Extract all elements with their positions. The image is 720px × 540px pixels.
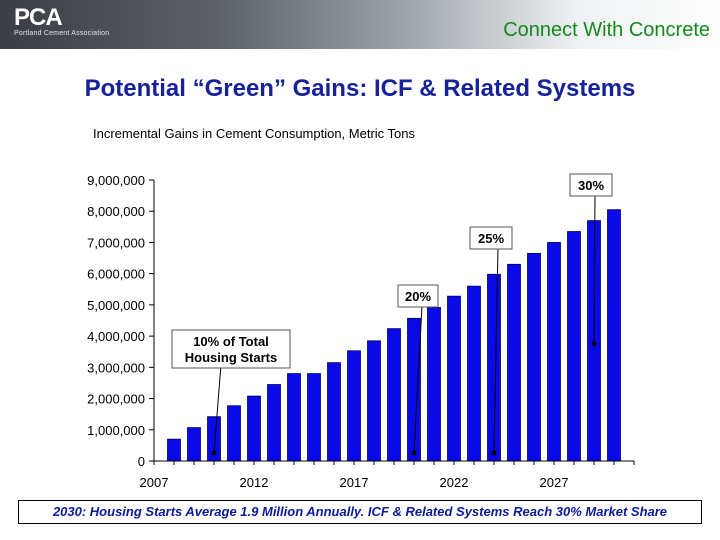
annotation-arrowhead xyxy=(411,450,417,456)
bar-2027 xyxy=(547,242,561,462)
slide-header: PCA Portland Cement Association Connect … xyxy=(0,0,720,49)
y-tick-label: 9,000,000 xyxy=(87,173,145,188)
bar-2016 xyxy=(327,362,341,462)
y-tick-label: 4,000,000 xyxy=(87,329,145,344)
bar-2015 xyxy=(307,373,321,462)
bar-2028 xyxy=(567,231,581,462)
annotation-arrowhead xyxy=(491,450,497,456)
y-tick-label: 2,000,000 xyxy=(87,392,145,407)
bar-2019 xyxy=(387,328,401,462)
bar-2022 xyxy=(447,295,461,462)
y-tick-label: 0 xyxy=(138,454,145,469)
tagline: Connect With Concrete xyxy=(503,19,710,41)
y-tick-label: 3,000,000 xyxy=(87,360,145,375)
annotation-arrowhead xyxy=(211,450,217,456)
annotation-arrow xyxy=(213,351,223,454)
bar-chart: 0 1,000,000 2,000,000 3,000,000 4,000,000 5,0… xyxy=(87,173,635,490)
pca-logo: PCA Portland Cement Association xyxy=(14,4,109,37)
annotation-label: 10% of Total xyxy=(193,334,269,349)
bar-2014 xyxy=(287,373,301,462)
logo-mark: PCA xyxy=(14,4,63,31)
annotation-arrow xyxy=(593,194,596,344)
annotation-label: 30% xyxy=(578,178,604,193)
x-tick-label: 2027 xyxy=(540,475,569,490)
x-tick-label: 2012 xyxy=(240,475,269,490)
bar-2025 xyxy=(507,263,521,462)
x-tick-label: 2017 xyxy=(340,475,369,490)
x-tick-label: 2007 xyxy=(140,475,169,490)
annotation-box xyxy=(171,329,291,369)
y-tick-label: 6,000,000 xyxy=(87,267,145,282)
bar-2020 xyxy=(407,317,421,462)
bar-2011 xyxy=(227,405,241,462)
bar-2013 xyxy=(267,384,281,462)
y-tick-label: 1,000,000 xyxy=(87,423,145,438)
x-tick-label: 2022 xyxy=(440,475,469,490)
annotation-label: Housing Starts xyxy=(185,350,277,365)
bar-2026 xyxy=(527,252,541,462)
y-tick-label: 8,000,000 xyxy=(87,204,145,219)
logo-subtext: Portland Cement Association xyxy=(14,30,110,37)
bar-2018 xyxy=(367,340,381,462)
annotation-arrow xyxy=(413,305,423,454)
annotation-box xyxy=(569,173,613,197)
bar-2021 xyxy=(427,306,441,462)
bar-2012 xyxy=(247,395,261,462)
y-tick-label: 5,000,000 xyxy=(87,298,145,313)
annotation-box xyxy=(397,284,439,308)
annotation-label: 20% xyxy=(405,289,431,304)
annotation-arrowhead xyxy=(591,341,597,347)
bar-2023 xyxy=(467,285,481,462)
y-tick-label: 7,000,000 xyxy=(87,235,145,250)
bar-2030 xyxy=(607,209,621,462)
chart-subtitle: Incremental Gains in Cement Consumption,… xyxy=(93,126,416,141)
annotation-label: 25% xyxy=(478,231,504,246)
footer-note: 2030: Housing Starts Average 1.9 Million… xyxy=(18,500,702,524)
bar-2009 xyxy=(187,427,201,462)
slide-title: Potential “Green” Gains: ICF & Related S… xyxy=(84,75,636,102)
annotation-box xyxy=(469,226,513,250)
bar-2008 xyxy=(167,438,181,462)
annotation-arrow xyxy=(493,247,499,454)
bar-2017 xyxy=(347,350,361,462)
